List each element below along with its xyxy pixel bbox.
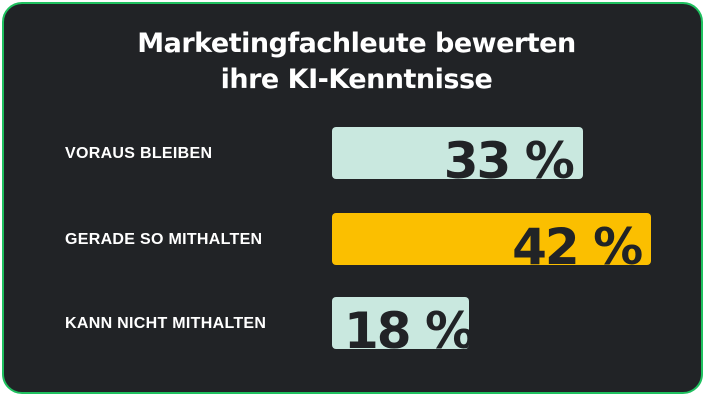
bar: 33 % [332,127,583,179]
chart-card: Marketingfachleute bewerten ihre KI-Kenn… [2,2,703,394]
data-label: 33 % [443,132,575,179]
title-line-1: Marketingfachleute bewerten [137,28,576,59]
bar: 42 % [332,213,652,265]
category-label: VORAUS BLEIBEN [65,145,213,162]
category-label: GERADE SO MITHALTEN [65,231,263,248]
data-label: 18 % [344,302,469,349]
chart-title: Marketingfachleute bewerten ihre KI-Kenn… [4,26,709,98]
title-line-2: ihre KI-Kenntnisse [220,64,493,95]
data-label: 42 % [512,218,643,265]
category-label: KANN NICHT MITHALTEN [65,315,267,332]
bar: 18 % [332,297,469,349]
